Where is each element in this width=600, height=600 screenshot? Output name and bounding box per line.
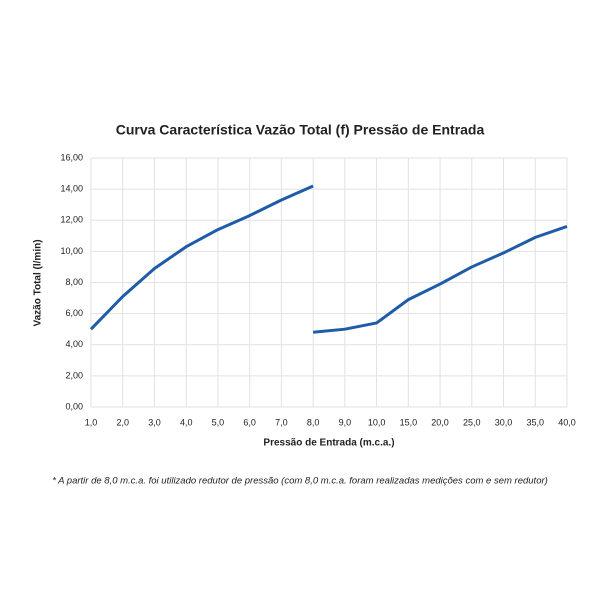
y-tick-label: 4,00 [65,339,83,349]
y-tick-label: 16,00 [60,152,83,162]
x-tick-label: 3,0 [148,417,161,427]
y-axis-label: Vazão Total (l/min) [33,239,44,326]
x-tick-label: 25,0 [463,417,481,427]
x-tick-label: 4,0 [180,417,193,427]
x-tick-label: 1,0 [85,417,98,427]
data-line [89,184,314,331]
y-tick-label: 6,00 [65,308,83,318]
y-tick-label: 14,00 [60,184,83,194]
x-tick-label: 20,0 [431,417,449,427]
x-tick-label: 8,0 [307,417,320,427]
x-tick-label: 9,0 [339,417,352,427]
y-tick-label: 2,00 [65,370,83,380]
y-tick-label: 8,00 [65,277,83,287]
x-tick-label: 5,0 [212,417,225,427]
y-tick-label: 0,00 [65,401,83,411]
footnote: * A partir de 8,0 m.c.a. foi utilizado r… [52,476,548,487]
x-axis-label: Pressão de Entrada (m.c.a.) [263,438,394,449]
y-tick-label: 12,00 [60,215,83,225]
y-tick-label: 10,00 [60,246,83,256]
x-tick-label: 6,0 [243,417,256,427]
x-tick-label: 15,0 [400,417,418,427]
data-line [312,225,568,334]
x-tick-label: 40,0 [558,417,576,427]
x-tick-label: 10,0 [368,417,386,427]
x-tick-label: 7,0 [275,417,288,427]
x-tick-label: 2,0 [116,417,129,427]
chart-title: Curva Característica Vazão Total (f) Pre… [116,122,485,138]
x-tick-label: 30,0 [495,417,513,427]
x-tick-label: 35,0 [527,417,545,427]
